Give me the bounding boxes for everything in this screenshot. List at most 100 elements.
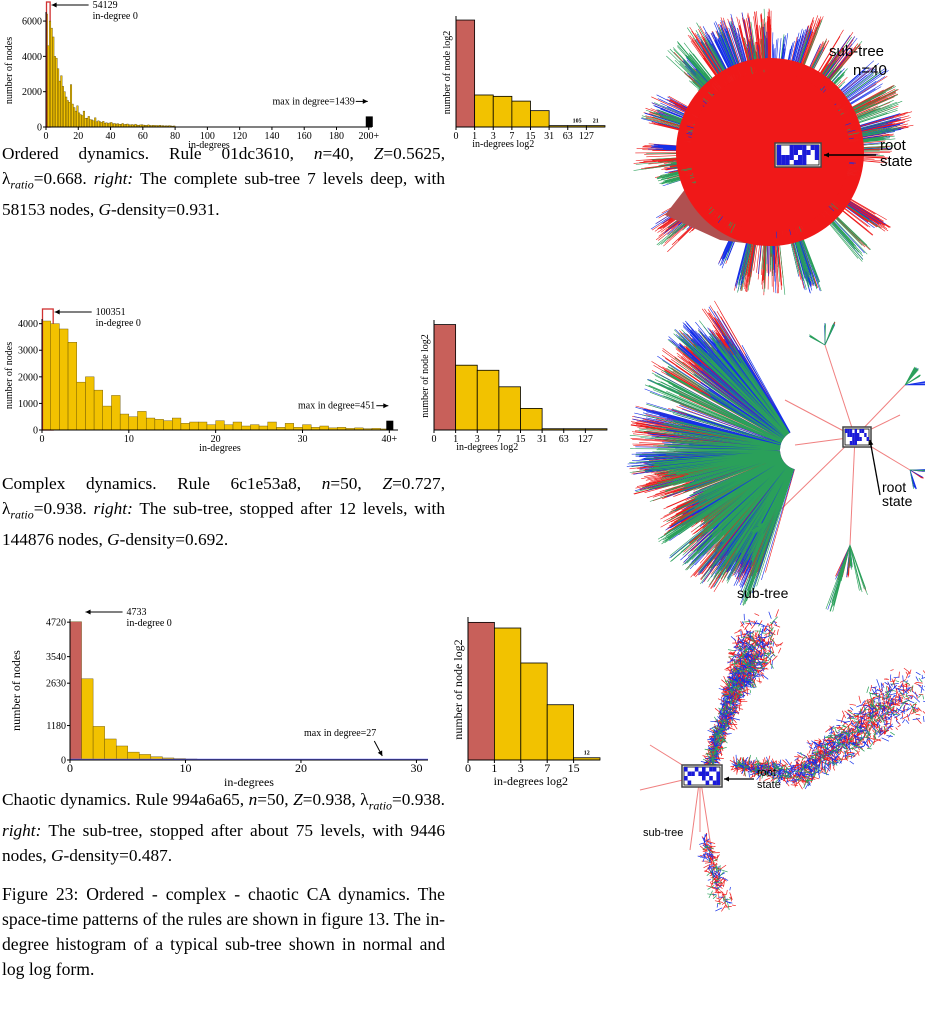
y-tick-label: 2000 [18,372,38,383]
bar [78,113,80,127]
max-label: max in degree=1439 [272,96,354,107]
bar [98,121,100,127]
bar-note: 21 [593,119,599,125]
y-tick-label: 0 [33,426,38,437]
caption-segment: G [99,200,111,219]
y-tick-label: 4000 [18,319,38,330]
zero-note: in-degree 0 [96,318,141,329]
x-tick-label: 20 [295,761,307,775]
state-cell [864,433,866,437]
x-axis-label: in-degrees log2 [472,139,534,150]
state-cell [790,145,794,150]
bar [138,411,147,430]
state-cell [811,145,815,150]
tree-label: root [757,767,776,779]
caption-segment: right: [94,169,133,188]
bar [61,76,63,127]
zero-note: in-degree 0 [127,618,172,629]
bar [129,417,138,430]
bar [107,123,109,127]
state-cell [815,145,819,150]
bar [85,118,87,127]
arrow-head [86,610,91,615]
state-cell [781,155,785,160]
bar [48,46,50,127]
bar [99,122,101,127]
y-tick-label: 2000 [22,87,42,98]
caption-segment: Chaotic dynamics. [2,790,131,809]
x-tick-label: 127 [579,131,594,142]
state-cell [859,429,861,433]
bar [233,422,242,430]
log-bar [499,387,521,430]
bar [103,406,112,430]
arrow-head [383,403,388,408]
state-cell [691,772,695,777]
bar [109,123,111,127]
state-cell [709,776,713,781]
state-cell [806,150,810,155]
state-cell [855,437,857,441]
tree-branches [905,367,921,385]
tree-label: state [882,493,913,509]
state-cell [698,772,702,777]
caption-segment: =50, [330,474,361,493]
caption-segment: λ [360,790,368,809]
bar [59,329,68,430]
y-axis-label: number of nodes [4,37,15,104]
state-cell [855,429,857,433]
bar [320,426,329,430]
state-cell [859,437,861,441]
bar [268,422,277,430]
x-tick-label: 0 [67,761,73,775]
bar [96,122,98,127]
bar [302,425,311,430]
caption-segment: G [107,530,119,549]
bar [52,37,54,127]
state-cell [857,433,859,437]
y-axis-label: number of nodes [9,650,23,731]
caption-segment: =50, [257,790,288,809]
bar [65,97,67,127]
tree-label: state [757,779,781,791]
y-tick-label: 6000 [22,17,42,28]
bar [54,56,56,127]
page: sub-treen=40rootstaterootstatesub-treero… [0,0,925,1009]
x-tick-label: 1 [491,761,497,775]
max-label: max in degree=27 [304,728,376,739]
log-bar [493,96,512,127]
bar [73,108,75,127]
bar [146,418,155,430]
log-bar [456,20,475,127]
caption-text: ratio [10,507,33,521]
bar [91,120,93,127]
x-tick-label: 0 [465,761,471,775]
caption-segment: =0.668. [34,169,87,188]
bar [42,321,51,430]
bar [181,423,190,430]
bar [94,390,103,430]
bar [72,104,74,127]
bar [117,124,119,127]
state-cell [855,433,857,437]
bar [67,101,69,127]
state-cell [850,433,852,437]
bar [57,69,59,127]
bar [70,622,82,760]
caption-segment: n [249,790,258,809]
state-cell [688,781,692,786]
log-bar [494,628,520,760]
bar [77,382,86,430]
log-bar [456,365,478,430]
state-cell [777,145,781,150]
state-cell [785,155,789,160]
state-cell [781,160,785,165]
panel-caption: Complex dynamics. Rule 6c1e53a8, n=50, Z… [2,471,445,552]
y-tick-label: 0 [37,123,42,134]
state-cell [716,776,720,781]
caption-segment: =0.938. [34,499,87,518]
log-bar [521,408,543,430]
caption-text: ratio [10,177,33,191]
caption-segment: Rule 01dc3610, [169,144,294,163]
y-tick-label: 4720 [46,618,66,629]
